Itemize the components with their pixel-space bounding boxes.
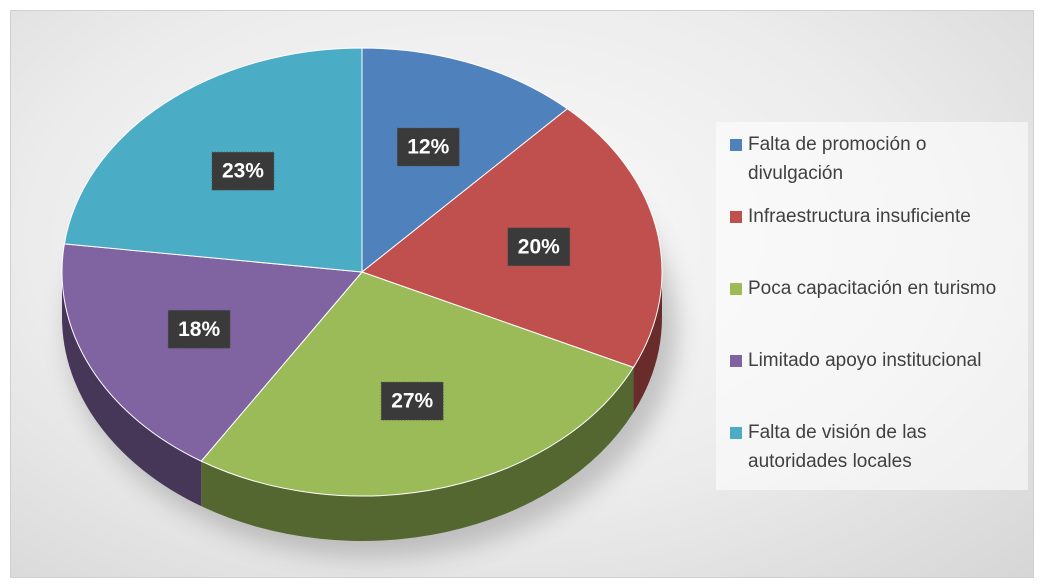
slice-side	[201, 367, 634, 542]
data-label-box	[211, 151, 275, 191]
data-label: 23%	[222, 160, 264, 183]
slice	[361, 47, 569, 274]
slice	[61, 243, 364, 462]
data-label: 27%	[391, 390, 433, 413]
data-label-box	[167, 309, 231, 349]
legend-swatch	[730, 139, 742, 151]
data-label: 12%	[407, 136, 449, 159]
legend-entry: Falta de promoción o divulgación	[730, 130, 1022, 188]
legend-label: Infraestructura insuficiente	[748, 206, 971, 227]
legend-label: Poca capacitación en turismo	[748, 278, 997, 299]
legend-swatch	[730, 211, 742, 223]
legend-entry: Falta de visión de las autoridades local…	[730, 418, 1022, 476]
data-label-box	[380, 381, 444, 421]
data-label: 20%	[518, 235, 560, 258]
legend-entry: Infraestructura insuficiente	[730, 202, 1022, 231]
data-label-box	[507, 227, 571, 267]
legend: Falta de promoción o divulgación Infraest…	[716, 122, 1028, 490]
slice-side	[633, 272, 662, 413]
legend-label: Falta de promoción o divulgación	[748, 134, 927, 184]
data-label: 18%	[178, 318, 220, 341]
legend-label: Falta de visión de las autoridades local…	[748, 422, 927, 472]
legend-label: Limitado apoyo institucional	[748, 350, 982, 371]
data-label-box	[396, 127, 460, 167]
slice-side	[62, 272, 202, 507]
legend-swatch	[730, 427, 742, 439]
legend-swatch	[730, 355, 742, 367]
legend-swatch	[730, 283, 742, 295]
legend-entry: Limitado apoyo institucional	[730, 346, 1022, 375]
legend-entry: Poca capacitación en turismo	[730, 274, 1022, 303]
